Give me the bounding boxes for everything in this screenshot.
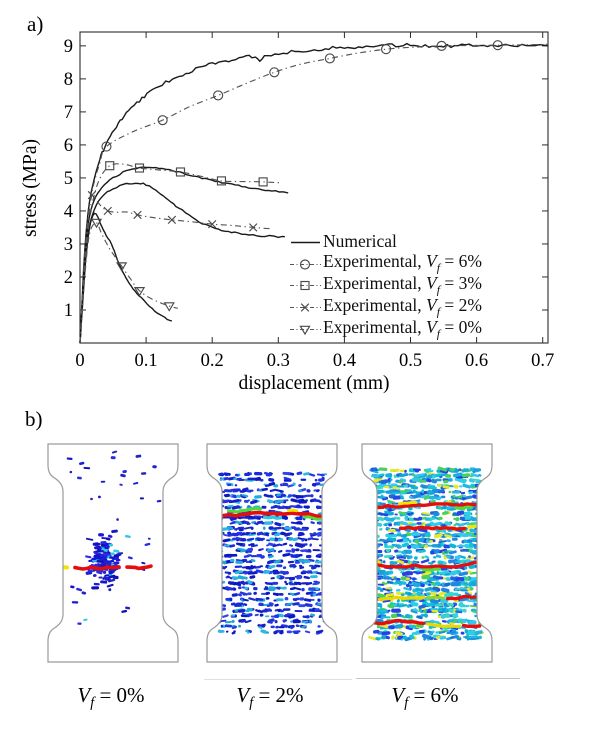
x-tick-label: 0.5: [399, 351, 422, 371]
y-tick-label: 2: [64, 268, 73, 288]
panel-b-label: b): [25, 407, 43, 431]
legend-symbol-circle: [290, 259, 321, 270]
series-markers: [90, 218, 175, 312]
legend-label: Experimental, Vf = 2%: [323, 295, 482, 319]
crack-line: [362, 502, 490, 510]
legend-item-0: Numerical: [289, 231, 482, 253]
crack-accent: [366, 558, 382, 564]
specimen-label-0: Vf = 0%: [77, 683, 145, 712]
crack-accent: [48, 564, 63, 572]
x-tick-label: 0.4: [333, 351, 356, 371]
series-markers: [87, 190, 258, 232]
x-tick-label: 0.3: [267, 351, 290, 371]
stress-displacement-chart: 0 0.1 0.2 0.3 0.4 0.5 0.6 0.7 1 2 3 4 5 6 7 8 9 displacem…: [20, 31, 554, 394]
legend-symbol-triangle-down: [290, 325, 321, 336]
legend-item-1: Experimental, Vf = 6%: [289, 251, 482, 275]
y-tick-label: 4: [64, 202, 73, 222]
x-tick-label: 0.6: [465, 351, 488, 371]
crack-accent: [303, 515, 327, 521]
x-tick-label: 0.1: [135, 351, 158, 371]
specimen-2: [361, 443, 493, 668]
legend-label: Experimental, Vf = 6%: [323, 251, 482, 275]
crack-accent: [422, 567, 442, 572]
specimen-0: [47, 443, 179, 668]
crack-line: [73, 564, 153, 571]
crack-line: [362, 559, 490, 569]
legend-item-4: Experimental, Vf = 0%: [289, 316, 482, 341]
panel-a-label: a): [27, 12, 44, 36]
crack-accent: [426, 595, 446, 600]
series-experimental-6: [79, 194, 272, 344]
crack-accent: [426, 622, 462, 628]
y-axis-label: stress (MPa): [20, 139, 41, 237]
damage-field: [362, 466, 490, 642]
legend-symbol-x: [290, 303, 321, 312]
series-experimental-7: [79, 221, 178, 344]
crack-accent: [287, 508, 299, 513]
chart-series: [79, 40, 549, 344]
y-tick-label: 8: [64, 70, 73, 90]
specimen-damage-visualization: [206, 443, 338, 663]
legend-label: Numerical: [323, 231, 397, 252]
image-edge-line: [356, 678, 520, 679]
y-tick-label: 1: [64, 301, 73, 321]
chart-axes: 0 0.1 0.2 0.3 0.4 0.5 0.6 0.7 1 2 3 4 5 6 7 8 9 displacem…: [20, 31, 554, 394]
y-tick-label: 9: [64, 37, 73, 57]
crack-line: [207, 510, 335, 519]
x-tick-label: 0.2: [201, 351, 224, 371]
y-tick-label: 7: [64, 103, 73, 123]
crack-accent: [398, 501, 418, 506]
specimen-1: [206, 443, 338, 668]
legend-item-2: Experimental, Vf = 3%: [289, 273, 482, 297]
series-numerical-2: [79, 182, 285, 344]
y-tick-label: 5: [64, 169, 73, 189]
series-markers: [101, 40, 503, 152]
series-numerical-3: [79, 212, 173, 344]
specimen-damage-visualization: [361, 443, 493, 663]
x-tick-label: 0: [75, 351, 84, 371]
legend-label: Experimental, Vf = 0%: [323, 316, 482, 341]
x-tick-label: 0.7: [531, 351, 554, 371]
legend-symbol-line: [291, 241, 320, 244]
specimen-label-2: Vf = 6%: [391, 683, 459, 712]
specimen-damage-visualization: [47, 443, 179, 663]
crack-accent: [377, 595, 426, 601]
series-experimental-4: [79, 43, 549, 344]
damage-field: [48, 450, 162, 625]
legend-item-3: Experimental, Vf = 2%: [289, 295, 482, 319]
specimen-label-1: Vf = 2%: [236, 683, 304, 712]
y-tick-label: 3: [64, 235, 73, 255]
damage-field: [207, 471, 335, 635]
image-edge-line: [204, 679, 352, 680]
legend-label: Experimental, Vf = 3%: [323, 273, 482, 297]
crack-accent: [454, 505, 474, 510]
series-numerical-1: [79, 166, 289, 344]
crack-accent: [227, 507, 263, 514]
x-axis-label: displacement (mm): [238, 373, 389, 394]
series-markers: [105, 161, 268, 187]
legend-symbol-square: [290, 281, 321, 291]
y-tick-label: 6: [64, 136, 73, 156]
crack-accent: [263, 515, 283, 520]
chart-legend: Numerical Experimental, Vf = 6% Experiment…: [289, 231, 482, 340]
